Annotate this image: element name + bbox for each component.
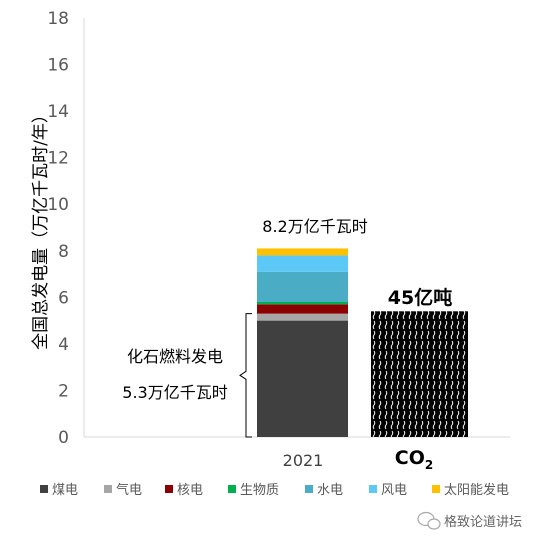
legend-swatch (305, 485, 313, 493)
bar-segment-5 (257, 255, 348, 272)
legend-item: 生物质 (228, 483, 279, 498)
legend-swatch (104, 485, 112, 493)
y-tick-labels: 0 2 4 6 8 10 12 14 16 18 (47, 9, 69, 448)
fossil-bracket (239, 313, 252, 438)
co2-bar (371, 311, 468, 437)
legend-label: 核电 (177, 483, 203, 498)
bar-segment-3 (257, 301, 348, 305)
bar-segment-2 (257, 304, 348, 314)
legend-item: 水电 (305, 483, 343, 498)
bar-stack-2021 (257, 248, 348, 437)
legend-item: 核电 (165, 483, 203, 498)
legend-label: 生物质 (240, 483, 279, 498)
legend-label: 水电 (317, 483, 343, 498)
legend-label: 煤电 (52, 483, 78, 498)
watermark-text: 格致论道讲坛 (444, 514, 522, 530)
legend-label: 气电 (116, 482, 142, 498)
bar-segment-0 (257, 320, 348, 437)
legend-item: 煤电 (40, 483, 78, 498)
y-tick-label: 12 (47, 149, 69, 169)
y-tick-label: 0 (58, 428, 69, 448)
legend: 煤电 气电 核电 生物质 水电 风电 太阳能发电 (40, 482, 509, 498)
fossil-label-line1: 化石燃料发电 (127, 347, 223, 366)
fossil-label-line2: 5.3万亿千瓦时 (122, 383, 227, 402)
legend-label: 太阳能发电 (444, 482, 509, 498)
legend-swatch (432, 485, 440, 493)
y-tick-label: 2 (58, 381, 69, 401)
y-tick-label: 6 (58, 288, 69, 308)
bar-segment-6 (257, 248, 348, 256)
total-value-label: 8.2万亿千瓦时 (262, 217, 367, 236)
y-tick-label: 18 (47, 9, 69, 29)
legend-item: 气电 (104, 482, 142, 498)
x-tick-label-2021: 2021 (283, 451, 324, 470)
chat-bubble-icon (417, 511, 441, 530)
legend-swatch (369, 485, 377, 493)
y-axis-label: 全国总发电量（万亿千瓦时/年） (31, 106, 51, 350)
watermark: 格致论道讲坛 (417, 511, 522, 530)
legend-swatch (228, 485, 236, 493)
y-tick-label: 10 (47, 195, 69, 215)
bar-segment-1 (257, 313, 348, 321)
co2-label: CO2 (395, 447, 433, 472)
co2-subscript: 2 (425, 458, 433, 472)
legend-item: 风电 (369, 483, 407, 498)
legend-swatch (165, 485, 173, 493)
legend-swatch (40, 485, 48, 493)
co2-value-label: 45亿吨 (388, 286, 452, 309)
legend-label: 风电 (381, 483, 407, 498)
legend-item: 太阳能发电 (432, 482, 509, 498)
y-tick-label: 16 (47, 56, 69, 76)
y-tick-label: 14 (47, 102, 69, 122)
bar-segment-4 (257, 271, 348, 302)
y-tick-label: 8 (58, 242, 69, 262)
y-tick-label: 4 (58, 335, 69, 355)
